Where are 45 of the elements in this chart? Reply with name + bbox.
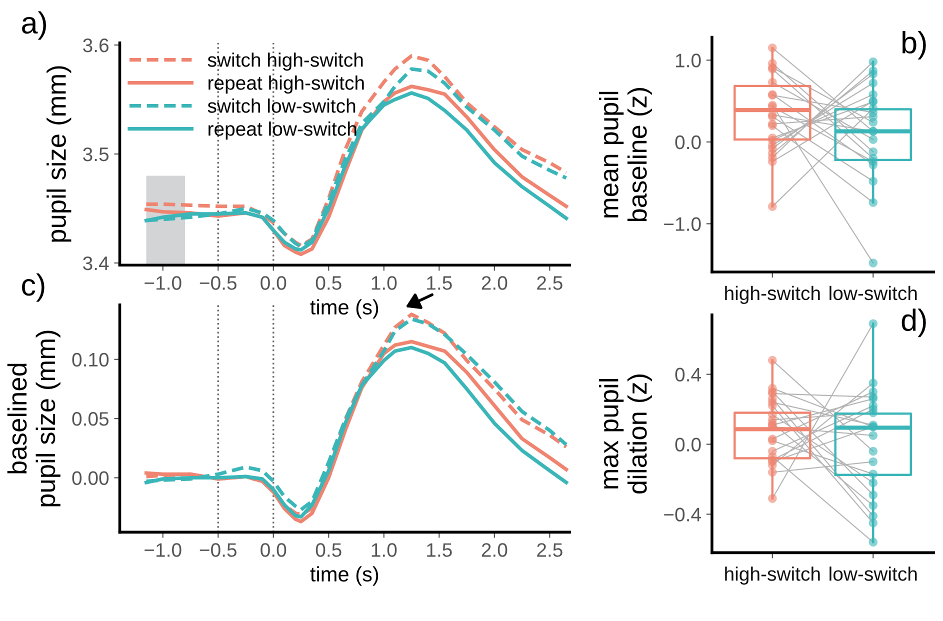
chart-title: a) [22, 11, 46, 40]
y-tick-label: 3.5 [83, 147, 109, 162]
x-tick-label: 1.5 [427, 276, 452, 290]
x-tick-label: 0.0 [260, 543, 286, 557]
chart-title: d) [902, 308, 926, 338]
x-tick-label: high-switch [725, 286, 820, 304]
y-tick-label: 0.0 [675, 438, 701, 452]
x-tick-label: high-switch [725, 566, 820, 585]
y-tick-label: 0.00 [72, 471, 109, 485]
y-tick-label: 1.0 [676, 54, 701, 68]
x-tick-label: −0.5 [200, 543, 236, 557]
chart-title: b) [902, 31, 926, 60]
x-tick-label: 0.0 [260, 276, 286, 290]
legend-label: switch high-switch [208, 52, 363, 71]
y-tick-label: 3.6 [83, 38, 108, 52]
x-tick-label: −1.0 [144, 543, 182, 557]
x-tick-label: 1.5 [427, 543, 452, 557]
y-tick-label: 0.05 [72, 412, 109, 426]
y-axis-title: max pupil dilation (z) [599, 374, 652, 494]
chart-title: c) [22, 273, 44, 302]
x-tick-label: 0.5 [316, 276, 342, 290]
y-tick-label: 0.10 [72, 352, 109, 367]
y-axis-title: baselined pupil size (mm) [7, 330, 60, 506]
y-axis-title: mean pupil baseline (z) [599, 88, 652, 222]
y-tick-label: 3.4 [83, 256, 109, 270]
x-tick-label: 1.0 [372, 543, 397, 557]
y-tick-label: 0.0 [675, 135, 701, 150]
x-tick-label: low-switch [830, 566, 917, 581]
y-axis-title: pupil size (mm) [46, 66, 72, 242]
x-tick-label: −1.0 [144, 276, 182, 290]
legend-label: switch low-switch [208, 98, 356, 113]
legend-label: repeat high-switch [208, 76, 364, 94]
x-tick-label: 2.0 [482, 276, 508, 290]
y-tick-label: −0.4 [664, 508, 701, 522]
y-tick-label: 0.4 [675, 368, 701, 382]
x-tick-label: 2.5 [537, 276, 562, 290]
x-tick-label: 0.5 [316, 543, 342, 557]
x-tick-label: 2.0 [482, 543, 508, 557]
x-tick-label: 1.0 [372, 276, 397, 290]
x-tick-label: 2.5 [537, 543, 562, 557]
x-axis-title: time (s) [310, 566, 378, 586]
x-axis-title: time (s) [310, 299, 378, 319]
y-tick-label: −1.0 [664, 217, 701, 231]
x-tick-label: low-switch [830, 286, 917, 300]
x-tick-label: −0.5 [200, 276, 236, 290]
